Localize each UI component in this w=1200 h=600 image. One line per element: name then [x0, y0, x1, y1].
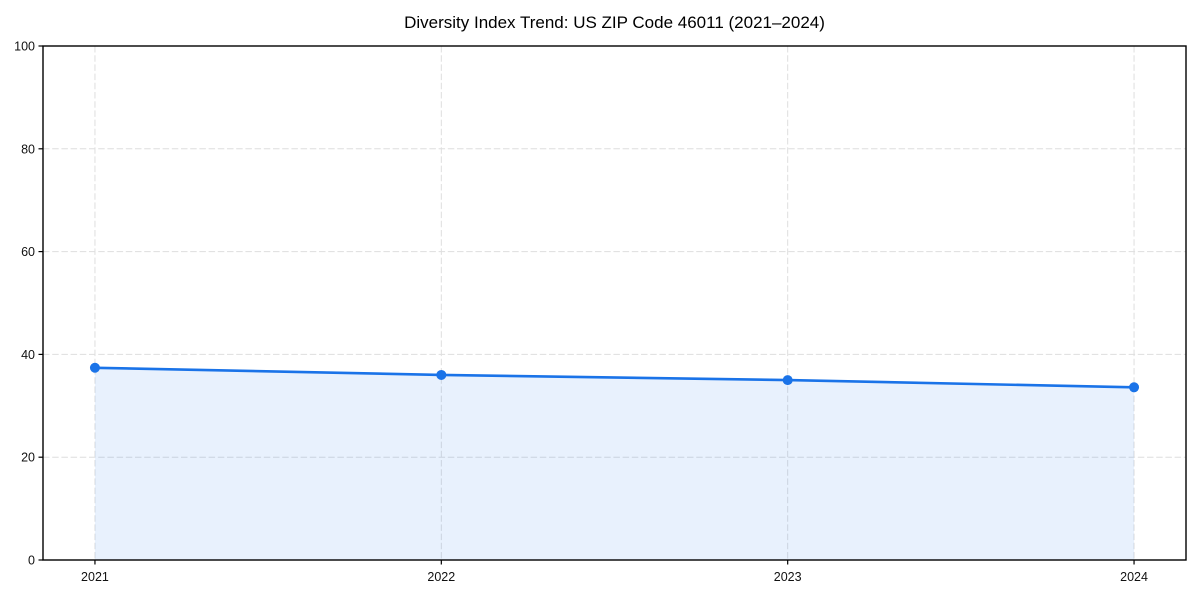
data-point-2023 — [782, 375, 793, 386]
data-point-2024 — [1129, 382, 1140, 393]
x-tick-label-2022: 2022 — [427, 570, 455, 584]
y-tick-label-0: 0 — [28, 554, 35, 568]
chart-title: Diversity Index Trend: US ZIP Code 46011… — [404, 13, 825, 32]
y-tick-label-40: 40 — [21, 348, 35, 362]
trend-line — [93, 366, 1136, 389]
y-tick-label-20: 20 — [21, 451, 35, 465]
x-tick-label-2021: 2021 — [81, 570, 109, 584]
y-tick-label-80: 80 — [21, 142, 35, 156]
y-tick-label-60: 60 — [21, 245, 35, 259]
x-tick-label-2024: 2024 — [1120, 570, 1148, 584]
plot-border — [42, 45, 1187, 561]
y-tick-label-100: 100 — [14, 40, 35, 54]
x-tick-label-2023: 2023 — [774, 570, 802, 584]
data-point-2022 — [436, 369, 447, 380]
data-point-2021 — [89, 362, 100, 373]
area-fill — [94, 367, 1135, 560]
